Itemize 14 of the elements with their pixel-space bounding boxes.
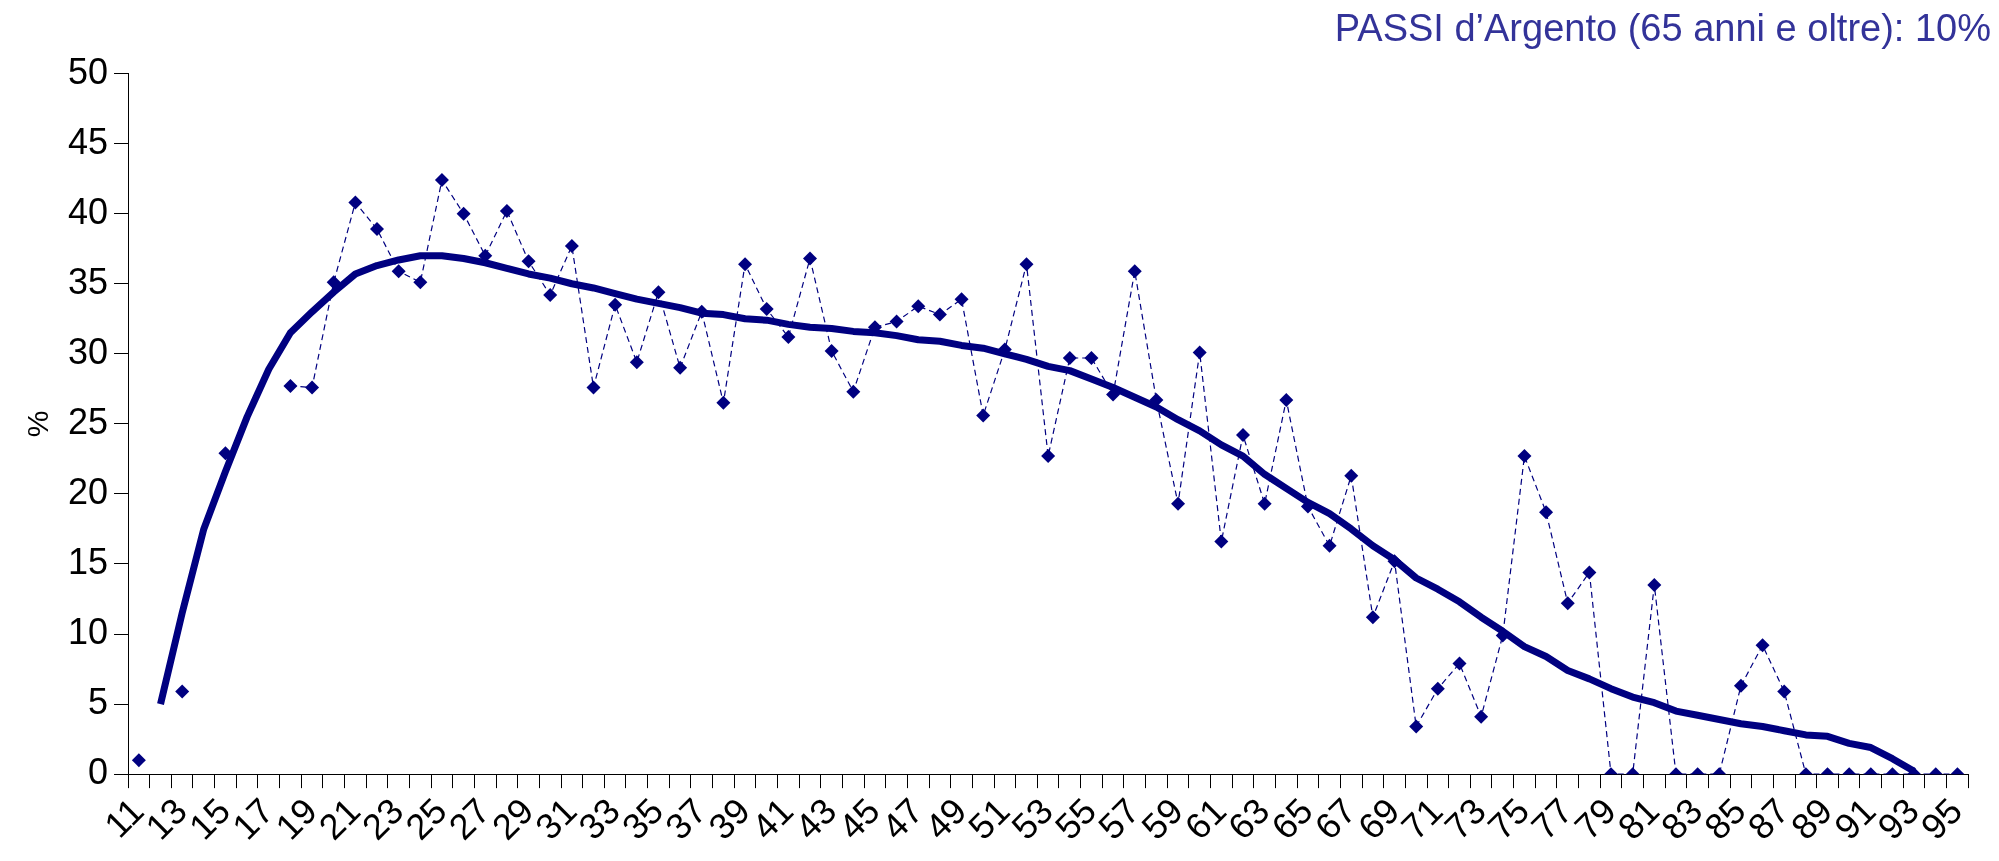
y-tick-label: 20 [68, 470, 109, 512]
x-tick-label: 39 [700, 790, 758, 848]
y-tick-label: 5 [88, 681, 109, 723]
y-tick-label: 25 [68, 400, 109, 442]
y-tick-label: 30 [68, 330, 109, 372]
y-axis-title: % [21, 410, 55, 438]
y-tick-label: 35 [68, 260, 109, 302]
y-tick-label: 15 [68, 540, 109, 582]
y-tick-label: 50 [68, 50, 109, 92]
y-tick-label: 10 [68, 610, 109, 652]
chart-title: PASSI d’Argento (65 anni e oltre): 10% [1334, 7, 1991, 50]
y-tick-label: 40 [68, 190, 109, 232]
y-tick-label: 0 [88, 751, 109, 793]
y-tick-label: 45 [68, 120, 109, 162]
